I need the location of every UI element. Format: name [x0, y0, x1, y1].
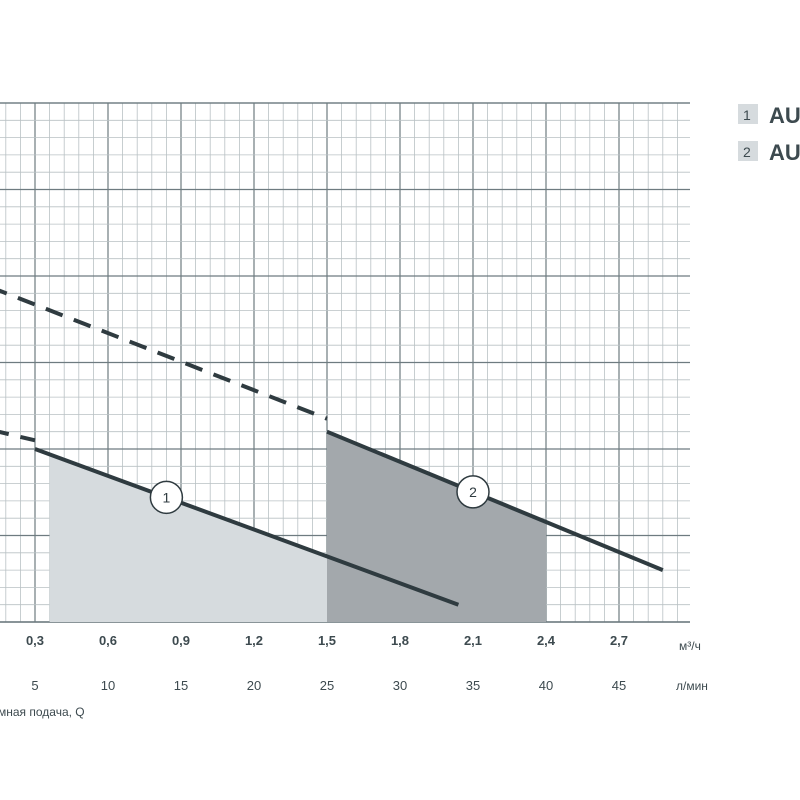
curve-solid-1: [34, 447, 460, 607]
x-tick-primary: 0,3: [26, 633, 44, 648]
x-tick-secondary: 5: [31, 678, 38, 693]
curve-marker-circle-2: [456, 475, 490, 509]
x-tick-secondary: 30: [393, 678, 407, 693]
working-range-fill-1: [49, 454, 327, 622]
curve-solid-2: [326, 429, 664, 572]
x-unit-primary: м³/ч: [679, 639, 701, 653]
legend-entry-1: 1 AU: [738, 103, 800, 128]
curve-dashed-1: [0, 430, 36, 443]
working-range-fill-2: [327, 431, 546, 622]
x-tick-secondary: 15: [174, 678, 188, 693]
legend-number-1: 1: [743, 107, 751, 123]
legend-label-1: AU: [769, 103, 800, 128]
x-tick-primary: 2,7: [610, 633, 628, 648]
curve-marker-label-2: 2: [469, 484, 477, 500]
legend-swatch-2: [738, 141, 758, 161]
x-tick-primary: 2,1: [464, 633, 482, 648]
x-unit-secondary: л/мин: [676, 679, 708, 693]
x-tick-secondary: 40: [539, 678, 553, 693]
curve-marker-circle-1: [149, 480, 184, 515]
performance-curves: [0, 288, 664, 607]
axis-ticks: 0,3 0,6 0,9 1,2 1,5 1,8 2,1 2,4 2,7 5 10 15 20 25 30 35…: [26, 633, 628, 693]
legend-number-2: 2: [743, 144, 751, 160]
x-tick-secondary: 35: [466, 678, 480, 693]
x-tick-secondary: 20: [247, 678, 261, 693]
legend-swatch-1: [738, 104, 758, 124]
legend-entry-2: 2 AU: [738, 140, 800, 165]
curve-dashed-2: [0, 288, 328, 421]
x-tick-secondary: 10: [101, 678, 115, 693]
x-tick-secondary: 25: [320, 678, 334, 693]
legend: 1 AU 2 AU: [738, 103, 800, 165]
x-tick-primary: 1,8: [391, 633, 409, 648]
x-tick-primary: 0,9: [172, 633, 190, 648]
x-axis-label: мная подача, Q: [0, 705, 85, 719]
curve-marker-label-1: 1: [163, 489, 171, 505]
x-tick-primary: 1,5: [318, 633, 336, 648]
x-tick-secondary: 45: [612, 678, 626, 693]
x-tick-primary: 0,6: [99, 633, 117, 648]
x-tick-primary: 2,4: [537, 633, 556, 648]
x-tick-primary: 1,2: [245, 633, 263, 648]
legend-label-2: AU: [769, 140, 800, 165]
